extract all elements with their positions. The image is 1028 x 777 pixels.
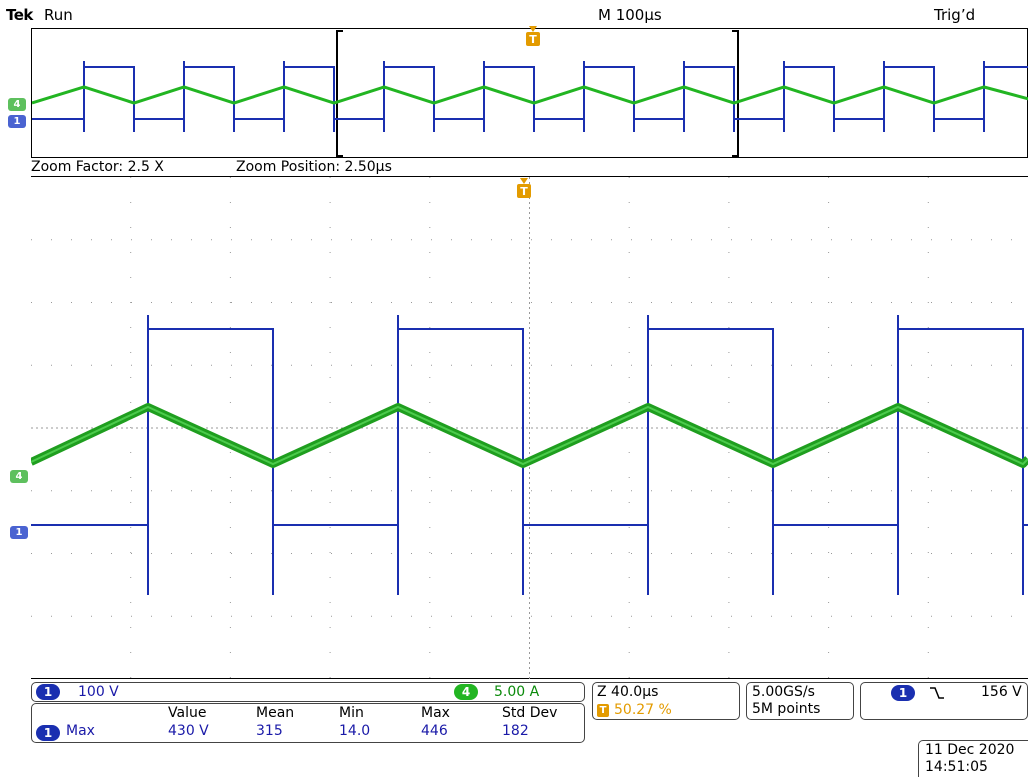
ch1-scale[interactable]: 100 V	[78, 684, 119, 700]
run-status: Run	[44, 6, 73, 24]
overview-waveform-panel[interactable]	[31, 28, 1028, 158]
zoom-bracket-left	[336, 30, 343, 157]
meas-row-value: 430 V	[168, 723, 209, 739]
horizontal-readout[interactable]: Z 40.0µs T 50.27 %	[592, 682, 740, 720]
zoom-bracket-right	[732, 30, 739, 157]
datetime-display: 11 Dec 2020 14:51:05	[918, 740, 1028, 777]
meas-row-max: 446	[421, 723, 448, 739]
main-ch4-marker[interactable]: 4	[10, 470, 28, 483]
main-ch1-trace	[31, 315, 1028, 595]
trigger-readout[interactable]: 1 156 V	[860, 682, 1028, 720]
meas-header-min: Min	[339, 705, 364, 721]
svg-text:T: T	[529, 33, 537, 46]
graticule-grid	[31, 177, 1028, 679]
channel-scale-bar[interactable]: 1 100 V 4 5.00 A	[31, 682, 585, 702]
zoom-time-scale: Z 40.0µs	[597, 684, 659, 700]
measurement-table[interactable]: Value Mean Min Max Std Dev 1 Max 430 V 3…	[31, 703, 585, 743]
overview-ch4-marker[interactable]: 4	[8, 98, 26, 111]
tek-logo: Tek	[6, 6, 33, 24]
meas-row-stddev: 182	[502, 723, 529, 739]
overview-ch1-trace	[32, 61, 1028, 132]
ch1-badge[interactable]: 1	[36, 684, 60, 700]
sample-rate: 5.00GS/s	[752, 684, 815, 700]
trigger-position-value: 50.27 %	[614, 702, 672, 718]
acquisition-readout[interactable]: 5.00GS/s 5M points	[746, 682, 854, 720]
meas-row-channel-badge[interactable]: 1	[36, 725, 60, 741]
main-waveform-display[interactable]	[31, 176, 1028, 679]
meas-header-value: Value	[168, 705, 207, 721]
date-text: 11 Dec 2020	[925, 742, 1015, 758]
overview-trigger-marker[interactable]: T	[526, 26, 540, 54]
meas-header-mean: Mean	[256, 705, 295, 721]
trigger-position-icon: T	[597, 704, 609, 717]
graticule-svg	[31, 177, 1028, 679]
zoom-factor-label: Zoom Factor: 2.5 X	[31, 159, 164, 175]
record-length: 5M points	[752, 701, 821, 717]
meas-header-max: Max	[421, 705, 450, 721]
timebase-readout: M 100µs	[598, 6, 662, 24]
overview-waveform-svg	[32, 30, 1028, 157]
overview-ch1-marker[interactable]: 1	[8, 115, 26, 128]
meas-row-mean: 315	[256, 723, 283, 739]
falling-edge-icon	[929, 685, 945, 705]
trigger-status: Trig’d	[934, 6, 976, 24]
trigger-source-badge[interactable]: 1	[891, 685, 915, 701]
meas-row-min: 14.0	[339, 723, 371, 739]
overview-ch4-trace	[32, 85, 1028, 105]
main-ch4-trace-core	[31, 405, 1028, 466]
trigger-level: 156 V	[981, 684, 1022, 700]
meas-row-name[interactable]: Max	[66, 723, 95, 739]
time-text: 14:51:05	[925, 759, 988, 775]
zoom-position-label: Zoom Position: 2.50µs	[236, 159, 392, 175]
main-trigger-marker[interactable]: T	[517, 178, 531, 206]
svg-text:T: T	[520, 185, 528, 198]
ch4-badge[interactable]: 4	[454, 684, 478, 700]
main-ch1-marker[interactable]: 1	[10, 526, 28, 539]
meas-header-stddev: Std Dev	[502, 705, 558, 721]
ch4-scale[interactable]: 5.00 A	[494, 684, 540, 700]
